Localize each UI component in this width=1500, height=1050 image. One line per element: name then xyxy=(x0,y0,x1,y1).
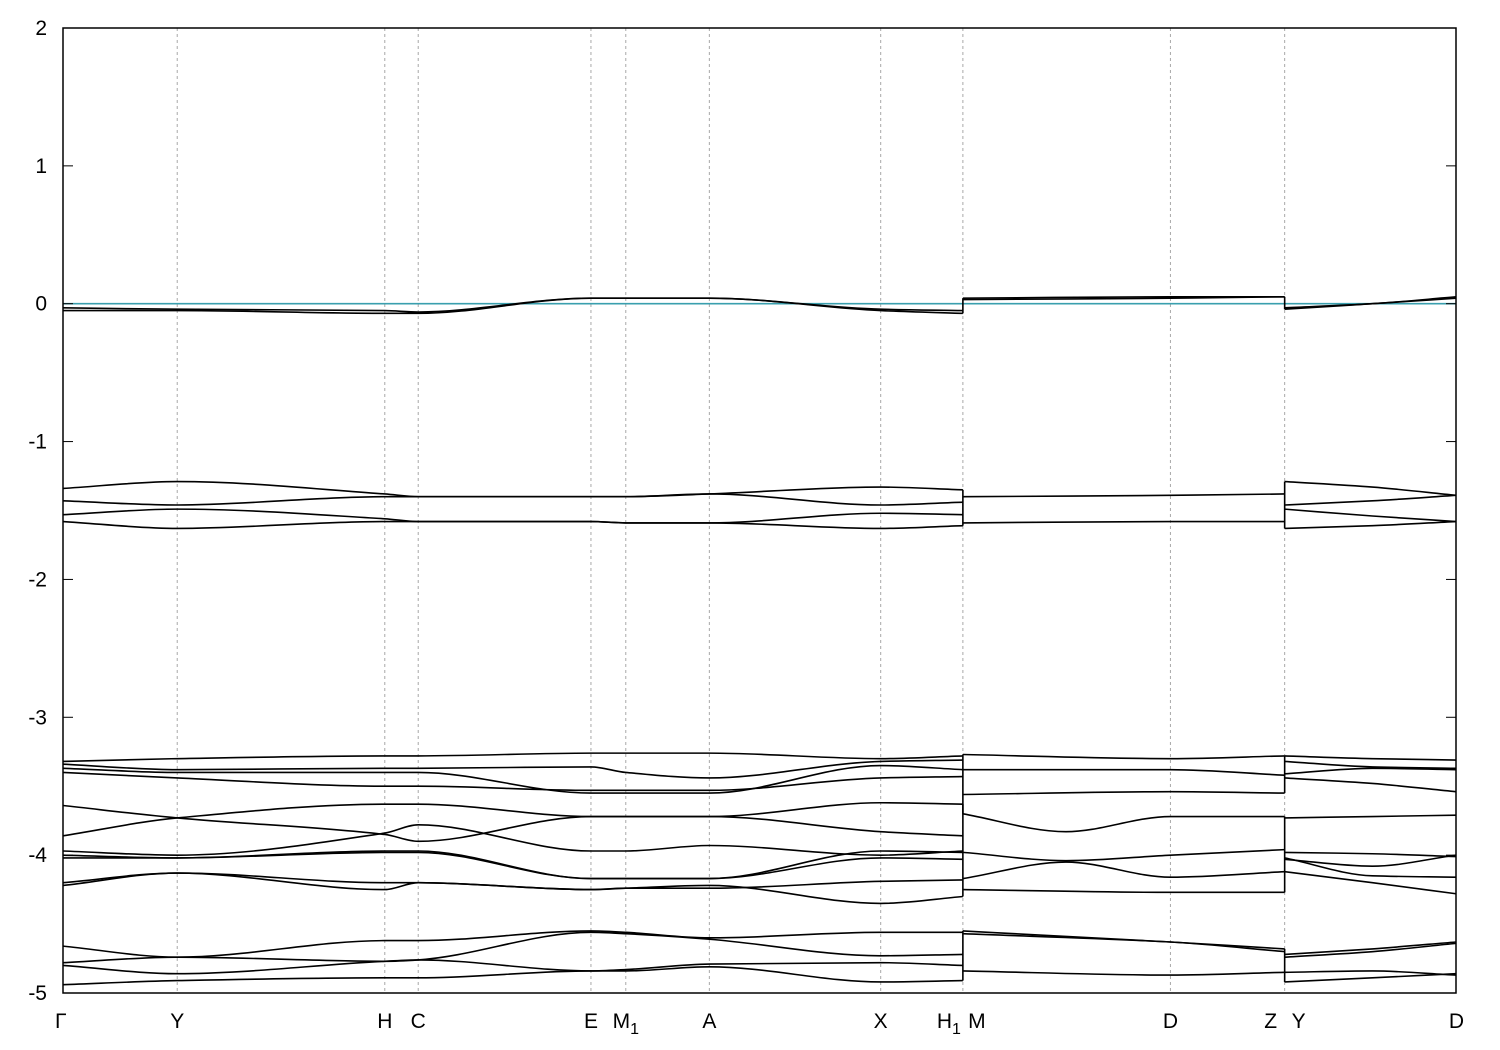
band-seg1-19 xyxy=(62,931,963,964)
ytick-label-7: -5 xyxy=(28,982,47,1005)
band-seg3-8 xyxy=(1284,760,1457,770)
band-seg1-15 xyxy=(63,851,963,880)
band-seg3-14 xyxy=(1284,857,1457,878)
high-symmetry-gridlines xyxy=(176,28,1286,993)
band-seg3-18 xyxy=(1284,970,1457,976)
band-seg1-11 xyxy=(62,801,963,843)
xtick-label-6: A xyxy=(702,1010,716,1033)
band-seg2-10 xyxy=(962,861,1285,880)
band-seg3-19 xyxy=(1284,972,1457,983)
band-seg3-12 xyxy=(1284,851,1457,858)
band-seg3-13 xyxy=(1284,854,1457,867)
band-lines xyxy=(62,296,1457,986)
ytick-label-4: -2 xyxy=(28,568,47,591)
band-seg1-17 xyxy=(62,872,963,905)
band-seg1-10 xyxy=(62,771,963,792)
xtick-label-7: X xyxy=(874,1010,888,1033)
ytick-label-3: -1 xyxy=(28,431,47,454)
band-seg1-18 xyxy=(62,930,963,958)
band-seg1-9 xyxy=(62,764,963,794)
band-seg3-3 xyxy=(1284,480,1457,497)
band-seg2-6 xyxy=(962,768,1285,776)
band-seg3-9 xyxy=(1284,767,1457,775)
ytick-label-1: 1 xyxy=(35,155,47,178)
band-seg3-11 xyxy=(1284,814,1457,819)
band-seg2-14 xyxy=(962,970,1285,976)
band-seg2-3 xyxy=(962,493,1285,498)
band-seg1-12 xyxy=(62,803,963,837)
band-seg3-10 xyxy=(1284,777,1457,793)
band-seg1-8 xyxy=(62,759,963,779)
xtick-label-13: D xyxy=(1449,1010,1464,1033)
band-seg3-4 xyxy=(1284,494,1457,506)
xtick-label-8: H1 xyxy=(937,1010,961,1038)
ytick-label-6: -4 xyxy=(28,844,47,867)
band-seg2-4 xyxy=(962,520,1285,524)
band-seg1-3 xyxy=(62,480,963,498)
xtick-label-12: Y xyxy=(1292,1010,1306,1033)
band-seg3-5 xyxy=(1284,508,1457,523)
band-seg2-7 xyxy=(962,790,1285,796)
band-seg2-13 xyxy=(962,932,1285,953)
band-seg3-7 xyxy=(1284,755,1457,761)
band-seg1-21 xyxy=(62,966,963,986)
ytick-label-5: -3 xyxy=(28,706,47,729)
band-seg2-8 xyxy=(962,813,1285,833)
ytick-label-0: 2 xyxy=(35,17,47,40)
band-seg3-17 xyxy=(1284,942,1457,958)
band-seg1-4 xyxy=(62,493,963,506)
band-seg1-2 xyxy=(62,297,963,313)
x-axis-labels: Γ Y H C E M1 A X H1 M D Z Y D xyxy=(55,1010,1464,1038)
xtick-label-11: Z xyxy=(1264,1010,1277,1033)
ytick-label-2: 0 xyxy=(35,293,47,316)
xtick-label-4: E xyxy=(584,1010,598,1033)
plot-frame xyxy=(62,27,1457,994)
xtick-label-9: M xyxy=(968,1010,986,1033)
band-seg1-7 xyxy=(62,752,963,763)
xtick-label-1: Y xyxy=(170,1010,184,1033)
band-seg1-6 xyxy=(62,520,963,530)
band-seg2-11 xyxy=(962,888,1285,894)
xtick-label-2: H xyxy=(377,1010,392,1033)
band-seg2-5 xyxy=(962,753,1285,760)
band-seg3-16 xyxy=(1284,941,1457,956)
xtick-label-5: M1 xyxy=(613,1010,640,1038)
band-seg3-15 xyxy=(1284,870,1457,895)
band-seg2-2 xyxy=(962,296,1285,301)
xtick-label-10: D xyxy=(1163,1010,1178,1033)
y-axis-ticks: 2 1 0 -1 -2 -3 -4 -5 xyxy=(28,17,1456,1005)
xtick-label-0: Γ xyxy=(55,1010,67,1033)
band-seg3-6 xyxy=(1284,520,1457,530)
band-seg1-13 xyxy=(62,824,963,856)
xtick-label-3: C xyxy=(411,1010,426,1033)
band-seg1-20 xyxy=(62,959,963,975)
band-seg2-9 xyxy=(962,848,1285,862)
band-seg3-2 xyxy=(1284,296,1457,309)
